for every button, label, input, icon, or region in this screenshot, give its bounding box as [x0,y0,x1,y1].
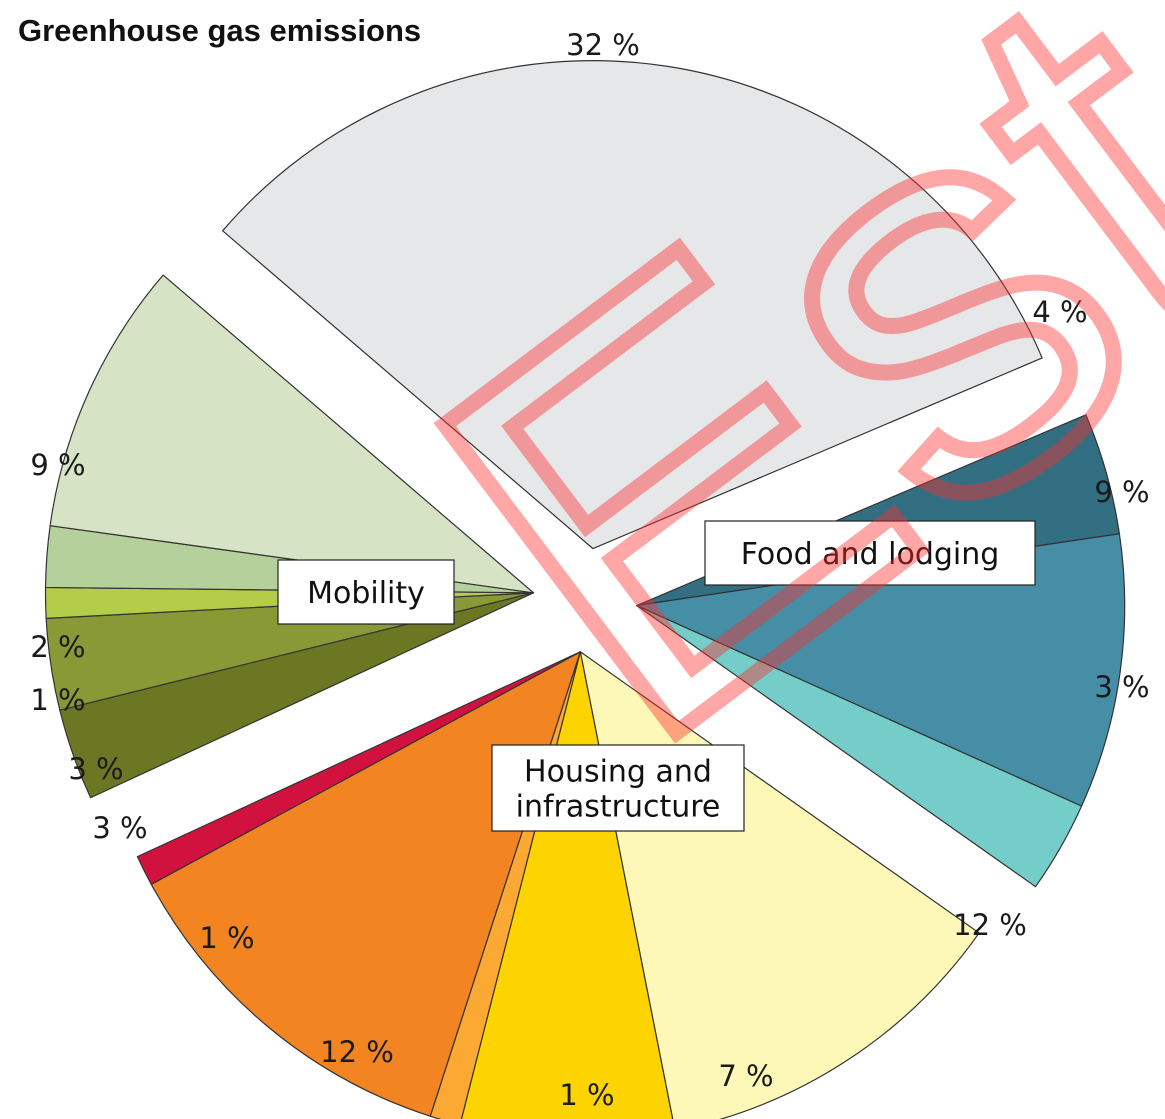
pie-slice [49,274,535,594]
pie-slice [636,604,1083,888]
pie-slice [636,533,1126,807]
slice-label: 4 % [1032,295,1087,329]
group-label-text: infrastructure [516,789,721,824]
group-label-text: Food and lodging [741,537,1000,572]
slice-label: 1 % [30,683,85,717]
group-label: Food and lodging [704,520,1036,586]
slice-label: 3 % [68,752,123,786]
group-label: Mobility [277,559,455,625]
group-label-text: Housing and [524,754,712,789]
pie-slice [150,651,581,1117]
slice-label: 32 % [566,28,640,62]
labels-layer: 4 % 9 % 3 % 12 % 7 % 1 % 12 % 1 % 3 % 3 % 1 % 2 % 9 … [30,28,1149,1112]
slice-label: 12 % [953,908,1027,942]
slice-label: 1 % [559,1078,614,1112]
pie-slice [136,651,581,885]
group-label-box [277,559,455,625]
group-label-box [491,744,745,832]
slice-label: 3 % [92,811,147,845]
group-label-box [704,520,1036,586]
slice-label: 9 % [1094,475,1149,509]
slice-label: 3 % [1094,670,1149,704]
chart-title: Greenhouse gas emissions [18,13,421,48]
slice-label: 12 % [320,1035,394,1069]
slice-label: 9 % [30,448,85,482]
pie-slice [460,651,674,1119]
group-labels-layer: Food and lodging Housing andinfrastructur… [277,520,1036,832]
slice-label: 1 % [199,921,254,955]
group-label-text: Mobility [307,576,425,611]
slice-label: 7 % [718,1059,773,1093]
slice-label: 2 % [30,630,85,664]
pie-slice [222,60,1043,550]
